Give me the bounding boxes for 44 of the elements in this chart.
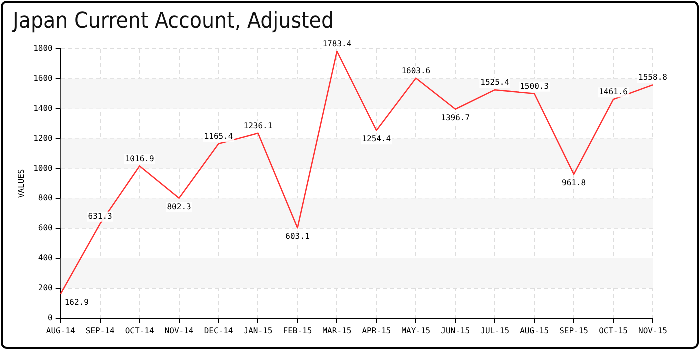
y-tick-label: 600 [38,224,54,233]
y-tick-label: 800 [38,194,54,203]
x-tick-label: DEC-14 [204,326,234,336]
y-tick-label: 1800 [34,44,54,54]
x-tick-label: MAY-15 [402,326,431,336]
data-label: 162.9 [64,298,90,308]
x-tick-label: OCT-14 [125,326,154,336]
x-tick-label: AUG-14 [46,326,76,336]
chart-title: Japan Current Account, Adjusted [13,9,334,34]
x-tick-label: OCT-15 [599,326,628,336]
data-label: 1236.1 [244,121,273,130]
x-tick-label: APR-15 [362,326,392,336]
data-label: 1461.6 [599,88,628,97]
data-label: 1558.8 [638,73,668,82]
data-label: 1783.4 [322,40,352,49]
x-tick-label: SEP-15 [560,326,589,336]
x-tick-label: JUN-15 [441,326,470,336]
x-tick-label: FEB-15 [283,326,312,336]
data-label: 1016.9 [125,154,154,164]
x-tick-label: JAN-15 [244,326,273,336]
x-tick-label: MAR-15 [322,326,352,336]
y-tick-label: 1600 [34,74,54,84]
y-tick-label: 1200 [34,134,54,143]
x-tick-label: AUG-15 [520,326,550,336]
x-tick-label: NOV-15 [638,326,668,336]
data-label: 603.1 [286,232,310,242]
y-axis-title: VALUES [16,169,26,198]
y-tick-label: 0 [48,313,54,322]
y-tick-label: 1000 [34,164,54,173]
x-tick-label: SEP-14 [86,326,115,336]
data-label: 1165.4 [204,132,234,142]
y-tick-label: 1400 [34,104,54,113]
data-label: 631.3 [88,212,113,221]
data-label: 1603.6 [402,66,431,76]
data-label: 802.3 [167,202,192,212]
y-tick-label: 200 [38,284,54,293]
y-tick-label: 400 [38,254,54,263]
data-label: 1396.7 [441,113,470,122]
data-label: 1525.4 [480,78,510,88]
data-label: 1254.4 [362,134,392,144]
x-tick-label: NOV-14 [164,326,194,336]
data-label: 961.8 [562,178,586,188]
x-tick-label: JUL-15 [480,326,510,336]
data-label: 1500.3 [520,82,550,91]
